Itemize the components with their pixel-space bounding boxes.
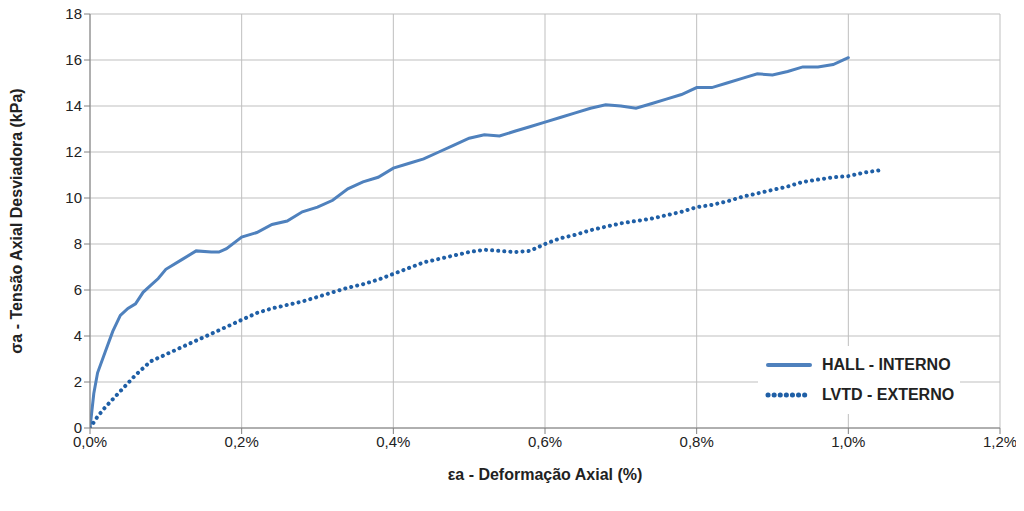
svg-text:0: 0 [74,419,82,436]
svg-text:0,8%: 0,8% [680,433,714,450]
svg-text:1,2%: 1,2% [983,433,1016,450]
svg-text:εa - Deformação Axial (%): εa - Deformação Axial (%) [448,466,643,483]
svg-text:2: 2 [74,373,82,390]
svg-text:16: 16 [65,51,82,68]
svg-text:12: 12 [65,143,82,160]
html-text:LVTD - EXTERNO: LVTD - EXTERNO [822,386,955,403]
svg-text:1,0%: 1,0% [831,433,865,450]
html-text:HALL - INTERNO: HALL - INTERNO [822,356,951,373]
svg-text:0,0%: 0,0% [72,432,108,450]
svg-text:10: 10 [65,189,82,206]
svg-text:0,2%: 0,2% [225,433,259,450]
svg-text:σa - Tensão Axial Desviadora (: σa - Tensão Axial Desviadora (kPa) [8,88,25,353]
svg-text:0,6%: 0,6% [528,433,562,450]
svg-text:4: 4 [74,327,82,344]
svg-text:18: 18 [65,8,82,22]
svg-text:8: 8 [74,235,82,252]
svg-text:0,4%: 0,4% [376,433,410,450]
svg-text:14: 14 [65,97,82,114]
svg-text:6: 6 [74,281,82,298]
